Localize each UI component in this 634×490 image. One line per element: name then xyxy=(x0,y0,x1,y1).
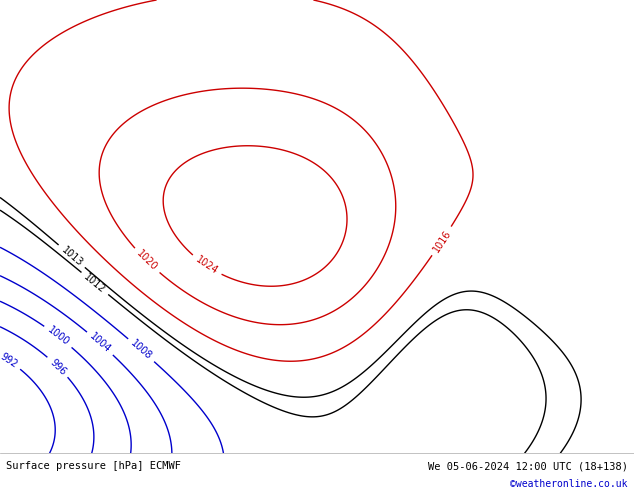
Text: 992: 992 xyxy=(0,351,19,370)
Text: 1012: 1012 xyxy=(82,272,108,295)
Text: 1013: 1013 xyxy=(59,245,84,268)
Text: We 05-06-2024 12:00 UTC (18+138): We 05-06-2024 12:00 UTC (18+138) xyxy=(428,461,628,471)
Text: 1000: 1000 xyxy=(46,325,71,348)
Text: 1008: 1008 xyxy=(129,338,153,362)
Text: Surface pressure [hPa] ECMWF: Surface pressure [hPa] ECMWF xyxy=(6,461,181,471)
Text: 1024: 1024 xyxy=(193,255,219,276)
Text: 1004: 1004 xyxy=(87,331,113,355)
Text: 996: 996 xyxy=(48,357,68,377)
Text: ©weatheronline.co.uk: ©weatheronline.co.uk xyxy=(510,480,628,490)
Text: 1020: 1020 xyxy=(134,248,159,273)
Text: 1016: 1016 xyxy=(430,228,453,254)
